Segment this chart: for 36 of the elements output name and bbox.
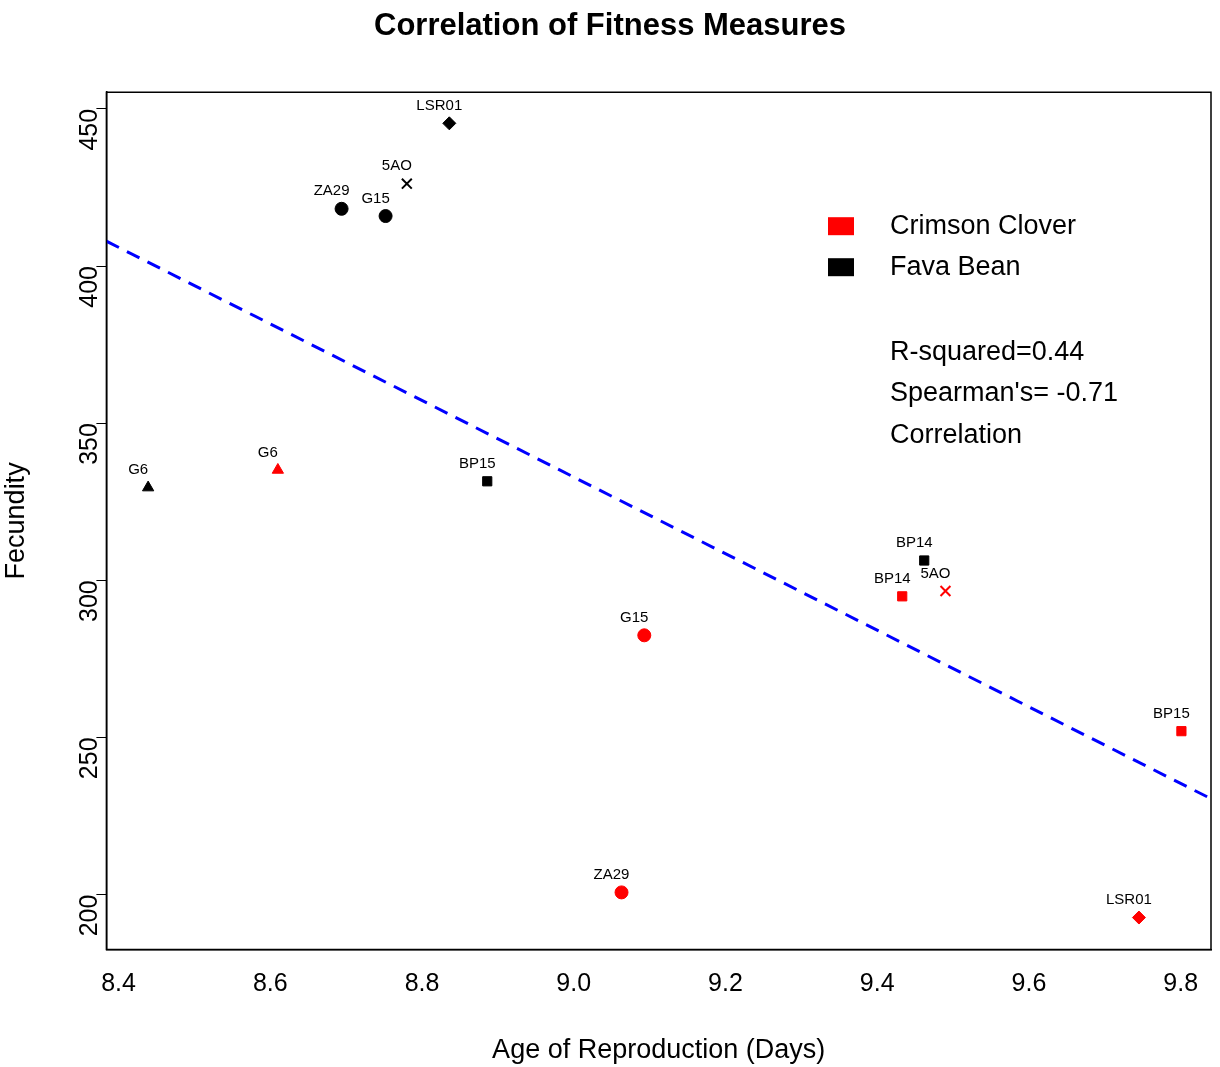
y-tick-label: 350: [74, 423, 103, 465]
annotation: ZA29: [593, 865, 630, 883]
x-tick-label: 9.8: [1163, 968, 1199, 997]
x-tick-label: 8.4: [101, 968, 137, 997]
legend-label: Fava Bean: [890, 250, 1021, 281]
annotation: G15: [361, 188, 390, 206]
annotation: 5AO: [920, 563, 951, 581]
annotation: G6: [128, 460, 149, 478]
annotation: G6: [257, 442, 278, 460]
x-tick-label: 8.8: [404, 968, 440, 997]
y-tick-label: 200: [74, 894, 103, 937]
x-tick-label: 9.4: [859, 968, 895, 997]
annotation: LSR01: [416, 95, 463, 113]
y-tick-label: 300: [74, 580, 103, 623]
annotation: R-squared=0.44: [890, 335, 1085, 366]
annotation: BP14: [895, 533, 933, 551]
annotation: LSR01: [1105, 890, 1152, 908]
annotation: G15: [620, 607, 649, 625]
annotation: Spearman's= -0.71: [890, 377, 1119, 408]
annotation: 5AO: [381, 156, 412, 174]
y-tick-label: 450: [74, 108, 103, 151]
x-tick-label: 9.2: [708, 968, 743, 997]
x-tick-label: 9.0: [556, 968, 592, 997]
annotation: BP15: [1153, 703, 1190, 721]
x-axis-title: Age of Reproduction (Days): [492, 1034, 826, 1065]
y-axis-title: Fecundity: [0, 461, 30, 580]
annotation: BP14: [873, 568, 911, 586]
x-tick-label: 8.6: [252, 968, 288, 997]
y-tick-label: 400: [74, 266, 103, 308]
annotation: Correlation: [890, 418, 1023, 449]
y-tick-label: 250: [74, 737, 103, 780]
x-tick-label: 9.6: [1011, 968, 1047, 997]
chart-title: Correlation of Fitness Measures: [373, 7, 847, 43]
legend-label: Crimson Clover: [890, 209, 1077, 240]
annotation: BP15: [458, 453, 496, 471]
annotation: ZA29: [313, 181, 350, 199]
